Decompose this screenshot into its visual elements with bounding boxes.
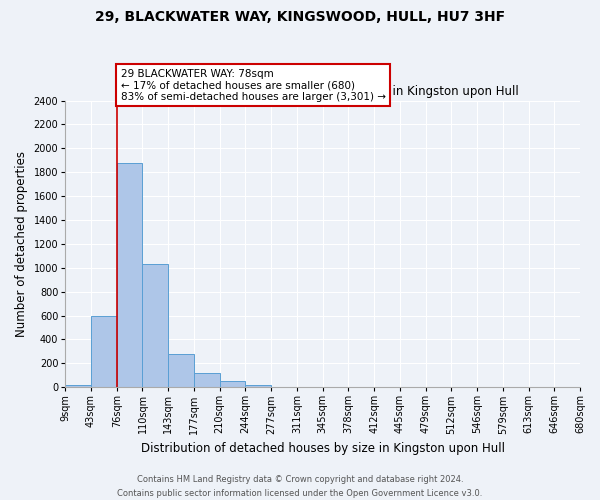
Text: Contains HM Land Registry data © Crown copyright and database right 2024.
Contai: Contains HM Land Registry data © Crown c… <box>118 476 482 498</box>
Text: 29, BLACKWATER WAY, KINGSWOOD, HULL, HU7 3HF: 29, BLACKWATER WAY, KINGSWOOD, HULL, HU7… <box>95 10 505 24</box>
Bar <box>117 162 142 387</box>
Bar <box>142 264 168 387</box>
Bar <box>65 385 91 387</box>
Bar <box>220 382 245 387</box>
Title: Size of property relative to detached houses in Kingston upon Hull: Size of property relative to detached ho… <box>126 85 519 98</box>
X-axis label: Distribution of detached houses by size in Kingston upon Hull: Distribution of detached houses by size … <box>140 442 505 455</box>
Bar <box>168 354 194 387</box>
Bar <box>194 374 220 387</box>
Bar <box>91 316 117 387</box>
Text: 29 BLACKWATER WAY: 78sqm
← 17% of detached houses are smaller (680)
83% of semi-: 29 BLACKWATER WAY: 78sqm ← 17% of detach… <box>121 68 386 102</box>
Y-axis label: Number of detached properties: Number of detached properties <box>15 151 28 337</box>
Bar <box>245 385 271 387</box>
